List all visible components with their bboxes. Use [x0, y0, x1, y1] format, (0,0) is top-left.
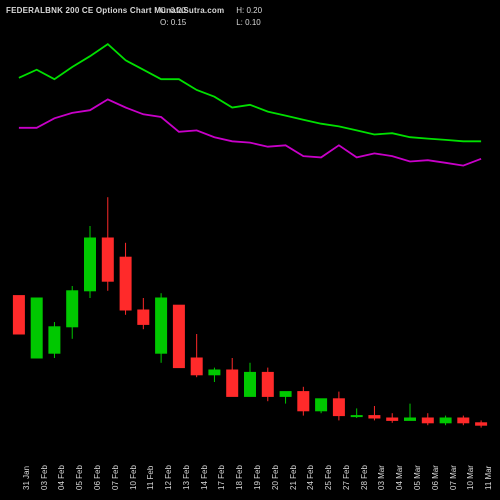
x-tick-label: 11 Mar	[484, 466, 494, 490]
x-tick-label: 10 Feb	[129, 465, 139, 490]
x-tick-label: 03 Feb	[40, 465, 50, 490]
candle-body	[191, 358, 202, 375]
candle-body	[156, 298, 167, 353]
x-tick-label: 14 Feb	[200, 465, 210, 490]
x-tick-label: 27 Feb	[342, 465, 352, 490]
x-tick-label: 18 Feb	[235, 465, 245, 490]
lower-indicator-line	[19, 99, 481, 165]
candle-body	[440, 418, 451, 423]
x-tick-label: 25 Feb	[324, 465, 334, 490]
x-tick-label: 05 Mar	[413, 465, 423, 490]
x-tick-label: 10 Mar	[466, 465, 476, 490]
options-chart: FEDERALBNK 200 CE Options Chart MunafaSu…	[0, 0, 500, 500]
candle-body	[316, 399, 327, 411]
x-tick-label: 28 Feb	[360, 465, 370, 490]
x-tick-label: 31 Jan	[22, 466, 32, 490]
x-tick-label: 04 Mar	[395, 465, 405, 490]
candle-body	[476, 423, 487, 425]
candle-body	[227, 370, 238, 396]
upper-indicator-line	[19, 44, 481, 141]
x-tick-label: 11 Feb	[146, 466, 156, 490]
x-tick-label: 07 Feb	[111, 465, 121, 490]
x-tick-label: 13 Feb	[182, 465, 192, 490]
candle-body	[138, 310, 149, 324]
candle-body	[280, 392, 291, 397]
candle-body	[333, 399, 344, 416]
x-tick-label: 03 Mar	[377, 465, 387, 490]
candle-body	[67, 291, 78, 327]
x-tick-label: 07 Mar	[449, 465, 459, 490]
x-tick-label: 20 Feb	[271, 465, 281, 490]
x-tick-label: 04 Feb	[57, 465, 67, 490]
candle-body	[351, 416, 362, 417]
x-tick-label: 19 Feb	[253, 465, 263, 490]
candle-body	[173, 305, 184, 367]
candle-body	[209, 370, 220, 375]
candle-body	[405, 418, 416, 420]
candle-body	[102, 238, 113, 281]
candle-body	[49, 327, 60, 353]
x-tick-label: 06 Mar	[431, 465, 441, 490]
candle-body	[85, 238, 96, 291]
candle-body	[369, 416, 380, 418]
x-tick-label: 12 Feb	[164, 465, 174, 490]
x-tick-label: 05 Feb	[75, 465, 85, 490]
candle-body	[458, 418, 469, 423]
candle-body	[31, 298, 42, 358]
chart-svg	[0, 0, 500, 500]
x-tick-label: 17 Feb	[217, 465, 227, 490]
candle-body	[422, 418, 433, 423]
candle-body	[262, 372, 273, 396]
x-tick-label: 21 Feb	[289, 465, 299, 490]
x-tick-label: 06 Feb	[93, 465, 103, 490]
candle-body	[387, 418, 398, 420]
x-tick-label: 24 Feb	[306, 465, 316, 490]
candle-body	[120, 257, 131, 310]
candle-body	[13, 296, 24, 334]
candle-body	[245, 372, 256, 396]
candle-body	[298, 392, 309, 411]
